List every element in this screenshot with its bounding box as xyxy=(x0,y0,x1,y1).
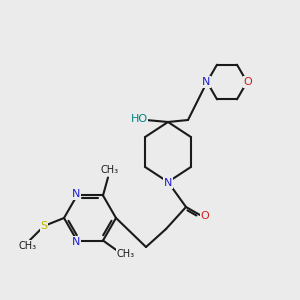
Text: O: O xyxy=(201,211,209,221)
Text: HO: HO xyxy=(130,114,148,124)
Text: CH₃: CH₃ xyxy=(19,241,37,251)
Text: CH₃: CH₃ xyxy=(117,248,135,259)
Text: O: O xyxy=(244,77,252,87)
Text: N: N xyxy=(202,77,210,87)
Text: N: N xyxy=(72,236,80,247)
Text: CH₃: CH₃ xyxy=(101,166,119,176)
Text: N: N xyxy=(72,190,80,200)
Text: N: N xyxy=(164,178,172,188)
Text: S: S xyxy=(40,221,48,231)
